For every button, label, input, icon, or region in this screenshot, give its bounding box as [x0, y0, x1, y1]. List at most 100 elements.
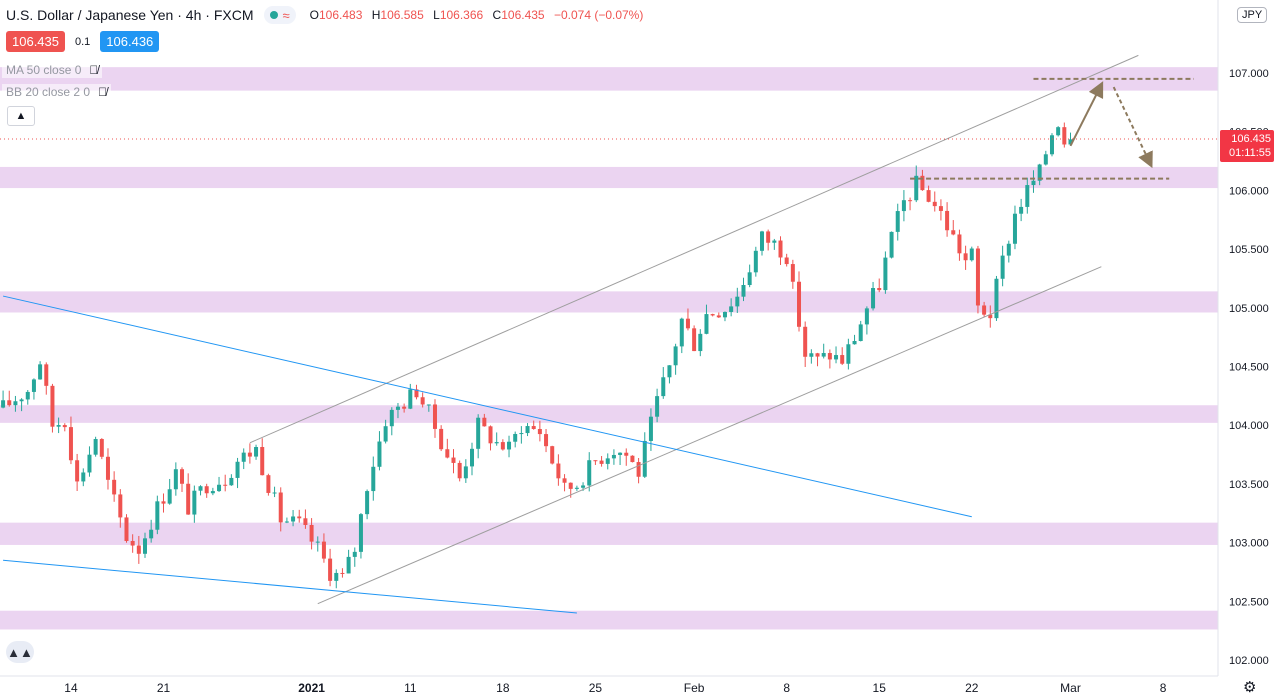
indicator-ma[interactable]: MA 50 close 0 👁̸ — [2, 62, 103, 78]
candle-body — [7, 400, 12, 406]
candle-body — [365, 491, 370, 515]
candle-body — [710, 314, 715, 316]
candle-body — [673, 346, 678, 366]
candle-body — [68, 427, 73, 461]
support-resistance-zones — [0, 67, 1218, 630]
market-status-pill[interactable]: ≈ — [263, 6, 296, 24]
candle-body — [1062, 127, 1067, 145]
price-zone — [0, 291, 1218, 313]
candle-body — [31, 379, 36, 392]
candle-body — [531, 426, 536, 429]
low-value: 106.366 — [439, 8, 484, 22]
currency-badge[interactable]: JPY — [1237, 7, 1268, 23]
candle-body — [488, 426, 493, 444]
price-zone — [0, 405, 1218, 423]
candle-body — [605, 458, 610, 464]
symbol-name[interactable]: U.S. Dollar / Japanese Yen — [6, 7, 174, 23]
candle-body — [50, 385, 55, 427]
candle-body — [408, 389, 413, 409]
candle-body — [1068, 139, 1073, 145]
candle-body — [759, 231, 764, 251]
candle-body — [217, 484, 222, 492]
time-tick-label: 11 — [404, 681, 417, 695]
candle-body — [735, 296, 740, 307]
candle-body — [704, 314, 709, 334]
candle-body — [457, 462, 462, 479]
candle-body — [901, 200, 906, 212]
candle-body — [525, 426, 530, 434]
candle-body — [772, 240, 777, 243]
candle-body — [136, 545, 141, 554]
high-label: H — [371, 8, 381, 22]
eye-off-icon[interactable]: 👁̸ — [98, 85, 108, 99]
candle-body — [1000, 255, 1005, 279]
candle-body — [186, 483, 191, 515]
open-label: O — [309, 8, 319, 22]
candle-body — [229, 477, 234, 486]
trend-line — [2, 295, 972, 518]
candle-body — [180, 469, 185, 484]
candle-body — [716, 315, 721, 318]
candle-body — [241, 452, 246, 462]
buy-button[interactable]: 106.436 — [100, 31, 160, 52]
candle-body — [926, 190, 931, 202]
candle-body — [476, 417, 481, 449]
indicator-bb[interactable]: BB 20 close 2 0 👁̸ — [2, 84, 112, 100]
candle-body — [840, 355, 845, 364]
price-zone — [0, 67, 1218, 91]
candle-body — [340, 572, 345, 574]
candle-body — [321, 541, 326, 559]
candle-body — [679, 318, 684, 347]
candle-body — [112, 479, 117, 495]
time-tick-label: 2021 — [298, 681, 325, 695]
candle-body — [908, 200, 913, 202]
time-axis[interactable]: 14 21 2021 11 18 25 Feb 8 15 22 Mar 8 — [64, 681, 1166, 695]
candle-body — [56, 425, 61, 427]
down-arrow — [1112, 86, 1153, 169]
time-tick-label: 18 — [496, 681, 510, 695]
candle-body — [618, 452, 623, 455]
price-tick-label: 104.000 — [1229, 420, 1269, 432]
exchange-label: FXCM — [213, 7, 254, 23]
candle-body — [963, 253, 968, 261]
candle-body — [389, 409, 394, 427]
candle-body — [75, 460, 80, 482]
candle-body — [124, 517, 129, 541]
candle-body — [328, 558, 333, 581]
candle-body — [291, 516, 296, 522]
candle-body — [118, 494, 123, 518]
candle-body — [426, 404, 431, 406]
candle-body — [334, 572, 339, 581]
candle-body — [784, 257, 789, 265]
candle-body — [975, 248, 980, 306]
time-tick-label: 8 — [1160, 681, 1167, 695]
candle-body — [173, 469, 178, 490]
candle-body — [284, 521, 289, 523]
eye-off-icon[interactable]: 👁̸ — [89, 63, 99, 77]
time-tick-label: 21 — [157, 681, 171, 695]
candle-body — [747, 272, 752, 286]
candle-body — [932, 201, 937, 207]
chart-header[interactable]: U.S. Dollar / Japanese Yen · 4h · FXCM ≈… — [6, 5, 649, 25]
current-price-value: 106.435 — [1231, 133, 1271, 146]
candle-body — [852, 340, 857, 345]
sell-button[interactable]: 106.435 — [6, 31, 65, 52]
candle-body — [1019, 206, 1024, 214]
time-tick-label: 14 — [64, 681, 78, 695]
interval-label[interactable]: 4h — [185, 7, 202, 23]
candle-body — [815, 353, 820, 357]
tradingview-logo-icon[interactable]: ▲▲ — [6, 641, 34, 663]
gear-icon[interactable]: ⚙ — [1243, 679, 1257, 696]
candle-body — [99, 439, 104, 457]
candle-body — [920, 175, 925, 191]
candle-body — [1025, 185, 1030, 207]
collapse-indicators-button[interactable]: ▲ — [7, 106, 35, 126]
candle-body — [210, 491, 215, 494]
candle-body — [797, 281, 802, 327]
candle-body — [494, 442, 499, 444]
candle-body — [309, 524, 314, 542]
open-value: 106.483 — [318, 8, 363, 22]
time-tick-label: 8 — [783, 681, 790, 695]
candle-body — [161, 501, 166, 504]
